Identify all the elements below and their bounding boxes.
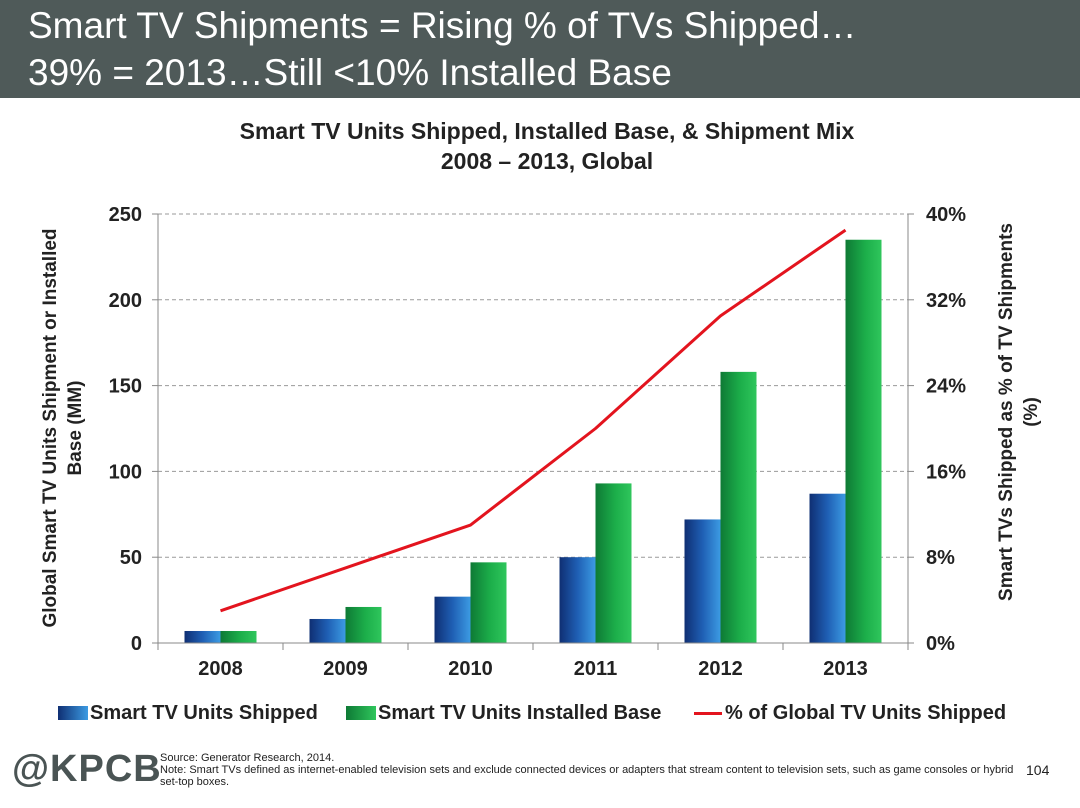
left-tick-label: 50 <box>120 547 142 569</box>
legend-item-pct: % of Global TV Units Shipped <box>694 699 1006 727</box>
bar-shipped <box>309 618 346 643</box>
kpcb-logo: @KPCB <box>12 748 162 790</box>
x-tick-label: 2013 <box>823 658 868 680</box>
bar-shipped <box>434 596 471 643</box>
legend-label-shipped: Smart TV Units Shipped <box>90 701 318 724</box>
right-tick-label: 16% <box>926 461 966 483</box>
bar-shipped <box>184 630 221 643</box>
left-axis-title: Global Smart TV Units Shipment or Instal… <box>40 228 86 627</box>
slide-title-line-1: Smart TV Shipments = Rising % of TVs Shi… <box>28 5 857 46</box>
left-axis-title-line: Base (MM) <box>65 380 86 475</box>
right-axis-title: Smart TVs Shipped as % of TV Shipments (%… <box>996 223 1042 601</box>
chart-title-line-1: Smart TV Units Shipped, Installed Base, … <box>239 118 855 144</box>
right-tick-label: 40% <box>926 204 966 226</box>
chart-title: Smart TV Units Shipped, Installed Base, … <box>0 116 1080 176</box>
legend-swatch-pct <box>694 711 722 715</box>
x-tick-label: 2012 <box>698 658 743 680</box>
right-tick-label: 32% <box>926 290 966 312</box>
legend-item-shipped: Smart TV Units Shipped <box>58 699 318 727</box>
bar-shipped <box>809 493 846 643</box>
source-note: Source: Generator Research, 2014. <box>160 752 335 764</box>
right-axis-title-line: Smart TVs Shipped as % of TV Shipments <box>996 223 1017 601</box>
left-axis-title-line: Global Smart TV Units Shipment or Instal… <box>40 228 61 627</box>
slide-title-line-2: 39% = 2013…Still <10% Installed Base <box>28 52 672 93</box>
bar-shipped <box>559 557 596 643</box>
x-tick-label: 2008 <box>198 658 243 680</box>
legend-swatch-installed <box>346 706 376 720</box>
legend-label-installed: Smart TV Units Installed Base <box>378 701 662 724</box>
footnotes: Source: Generator Research, 2014. Note: … <box>160 752 1020 788</box>
left-tick-label: 200 <box>109 290 142 312</box>
chart: 0 0% 50 8% 100 16% 150 24% 200 32% 250 40% 2008 2009 2… <box>40 204 1042 680</box>
right-axis-title-line: (%) <box>1021 397 1042 427</box>
left-tick-label: 150 <box>109 376 142 398</box>
bar-installed-base <box>720 371 757 643</box>
bar-installed-base <box>220 630 257 643</box>
x-tick-label: 2011 <box>574 658 617 680</box>
right-tick-label: 0% <box>926 633 955 655</box>
bar-installed-base <box>470 562 507 643</box>
line-pct-shipped <box>220 228 847 613</box>
x-tick-label: 2010 <box>448 658 493 680</box>
x-tick-label: 2009 <box>323 658 368 680</box>
right-tick-label: 24% <box>926 376 966 398</box>
left-tick-label: 250 <box>109 204 142 226</box>
definition-note: Note: Smart TVs defined as internet-enab… <box>160 764 1014 788</box>
page-number: 104 <box>1026 762 1050 778</box>
legend-label-pct: % of Global TV Units Shipped <box>725 701 1007 724</box>
right-tick-label: 8% <box>926 547 955 569</box>
legend-swatch-shipped <box>58 706 88 720</box>
left-tick-label: 0 <box>131 633 142 655</box>
bar-installed-base <box>595 483 632 643</box>
legend-item-installed: Smart TV Units Installed Base <box>346 699 661 727</box>
left-tick-label: 100 <box>109 461 142 483</box>
bar-shipped <box>684 519 721 643</box>
chart-title-line-2: 2008 – 2013, Global <box>440 148 654 174</box>
bar-installed-base <box>345 606 382 643</box>
bar-installed-base <box>845 239 882 644</box>
title-banner: Smart TV Shipments = Rising % of TVs Shi… <box>0 0 1080 98</box>
